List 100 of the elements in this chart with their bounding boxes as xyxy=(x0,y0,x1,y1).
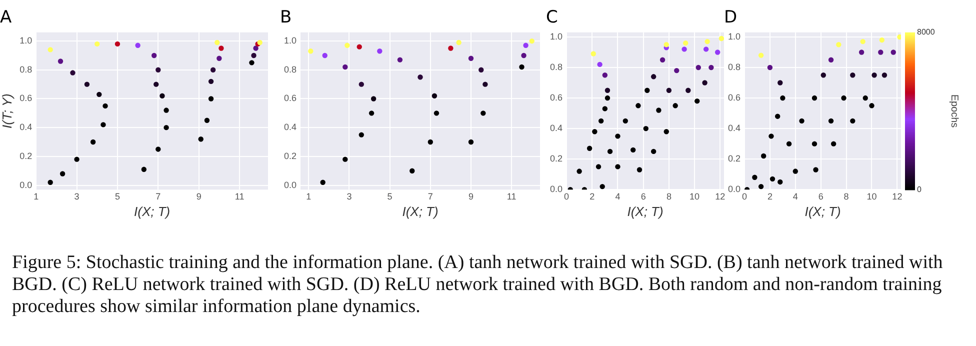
point xyxy=(596,164,602,170)
point xyxy=(650,148,656,154)
point xyxy=(141,166,147,172)
chart-title: D xyxy=(724,8,738,28)
x-tick-label: 1 xyxy=(34,191,39,202)
y-tick-label: 0.0 xyxy=(284,180,297,190)
x-tick-label: 7 xyxy=(428,191,433,202)
point xyxy=(368,110,374,116)
point xyxy=(448,46,454,51)
y-tick-label: 0.8 xyxy=(550,62,563,72)
point xyxy=(780,95,786,101)
point xyxy=(102,103,108,109)
y-tick-label: 0.8 xyxy=(284,64,297,74)
point xyxy=(592,129,598,134)
y-tick-label: 0.8 xyxy=(20,64,32,74)
point xyxy=(198,136,204,142)
x-tick-label: 0 xyxy=(742,191,748,202)
point xyxy=(48,180,53,185)
point xyxy=(774,114,780,119)
y-axis-title: I(T; Y) xyxy=(0,94,14,128)
point xyxy=(370,96,376,102)
point xyxy=(770,176,776,182)
point xyxy=(830,141,836,146)
point xyxy=(664,129,669,134)
point xyxy=(208,78,214,84)
x-tick-label: 4 xyxy=(792,191,798,202)
x-tick-label: 10 xyxy=(866,191,877,202)
x-tick-label: 2 xyxy=(590,191,595,202)
point xyxy=(718,36,724,42)
point xyxy=(862,95,868,101)
point xyxy=(799,118,804,124)
x-tick-label: 8 xyxy=(666,191,672,202)
x-tick-label: 8 xyxy=(844,191,849,202)
x-tick-label: 12 xyxy=(892,191,902,202)
point xyxy=(602,106,608,112)
point xyxy=(882,72,888,78)
y-tick-label: 0.0 xyxy=(550,184,563,194)
y-tick-label: 1.0 xyxy=(728,31,741,42)
x-tick-label: 6 xyxy=(818,191,824,202)
point xyxy=(480,110,486,116)
y-tick-label: 0.2 xyxy=(550,154,563,164)
x-tick-label: 3 xyxy=(74,191,80,202)
y-tick-label: 1.0 xyxy=(20,36,32,46)
point xyxy=(636,167,642,172)
x-tick-label: 9 xyxy=(468,191,474,202)
point xyxy=(358,82,364,87)
point xyxy=(752,174,758,180)
chart-title: B xyxy=(280,8,292,28)
chart-title: A xyxy=(0,8,12,28)
x-tick-label: 2 xyxy=(767,191,772,202)
point xyxy=(90,139,96,145)
y-tick-label: 0.0 xyxy=(728,184,741,194)
point xyxy=(702,80,708,86)
point xyxy=(154,82,159,87)
point xyxy=(418,74,423,80)
point xyxy=(636,103,641,108)
y-tick-label: 0.4 xyxy=(20,122,32,132)
x-tick-label: 5 xyxy=(387,191,392,202)
point xyxy=(60,171,66,176)
point xyxy=(253,46,258,51)
point xyxy=(890,50,896,55)
y-tick-label: 0.8 xyxy=(728,62,741,72)
point xyxy=(164,108,169,113)
point xyxy=(672,103,678,108)
y-tick-label: 0.6 xyxy=(20,93,32,104)
y-tick-label: 0.2 xyxy=(284,150,297,161)
x-tick-label: 1 xyxy=(306,191,312,202)
x-axis-title: I(X; T) xyxy=(402,204,438,219)
y-tick-label: 0.4 xyxy=(728,123,741,134)
point xyxy=(586,146,592,151)
x-tick-label: 5 xyxy=(114,191,120,202)
point xyxy=(812,141,818,146)
point xyxy=(760,153,766,159)
y-tick-label: 0.2 xyxy=(20,150,32,161)
point xyxy=(604,95,610,101)
point xyxy=(792,168,798,174)
x-tick-label: 10 xyxy=(690,191,700,202)
y-tick-label: 0.2 xyxy=(728,154,741,164)
point xyxy=(432,93,438,98)
point xyxy=(600,184,605,190)
x-tick-label: 12 xyxy=(715,191,726,202)
point xyxy=(786,141,792,146)
point xyxy=(615,164,620,170)
point xyxy=(598,118,604,124)
point xyxy=(529,38,534,44)
point xyxy=(758,184,764,190)
point xyxy=(342,156,348,162)
color-bar-label: 8000 xyxy=(917,28,936,37)
point xyxy=(434,110,440,116)
x-axis-title: I(X; T) xyxy=(804,204,841,219)
chart-title: C xyxy=(546,8,558,28)
point xyxy=(164,124,169,130)
point xyxy=(523,42,528,48)
point xyxy=(208,96,214,102)
point xyxy=(204,118,210,123)
y-tick-label: 1.0 xyxy=(550,31,563,42)
point xyxy=(715,50,720,55)
point xyxy=(521,52,526,58)
point xyxy=(468,139,474,145)
point xyxy=(813,167,818,172)
